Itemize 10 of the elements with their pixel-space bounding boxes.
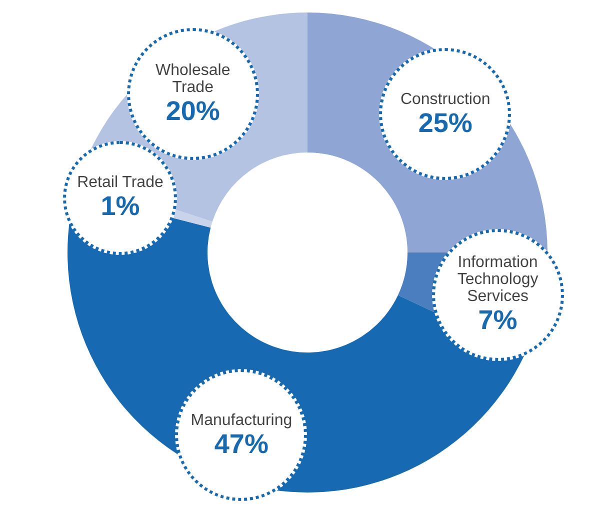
data-label: 7% <box>478 305 518 336</box>
slice-label: Wholesale Trade <box>154 62 232 96</box>
slice-label: Retail Trade <box>77 174 164 192</box>
data-label: 20% <box>166 96 220 126</box>
data-label: 25% <box>418 108 472 138</box>
slice-label: Construction <box>400 90 490 108</box>
data-label: 1% <box>100 191 140 222</box>
slice-label: Information Technology Services <box>456 254 540 306</box>
data-label: 47% <box>214 428 268 459</box>
slice-label: Manufacturing <box>190 412 292 429</box>
